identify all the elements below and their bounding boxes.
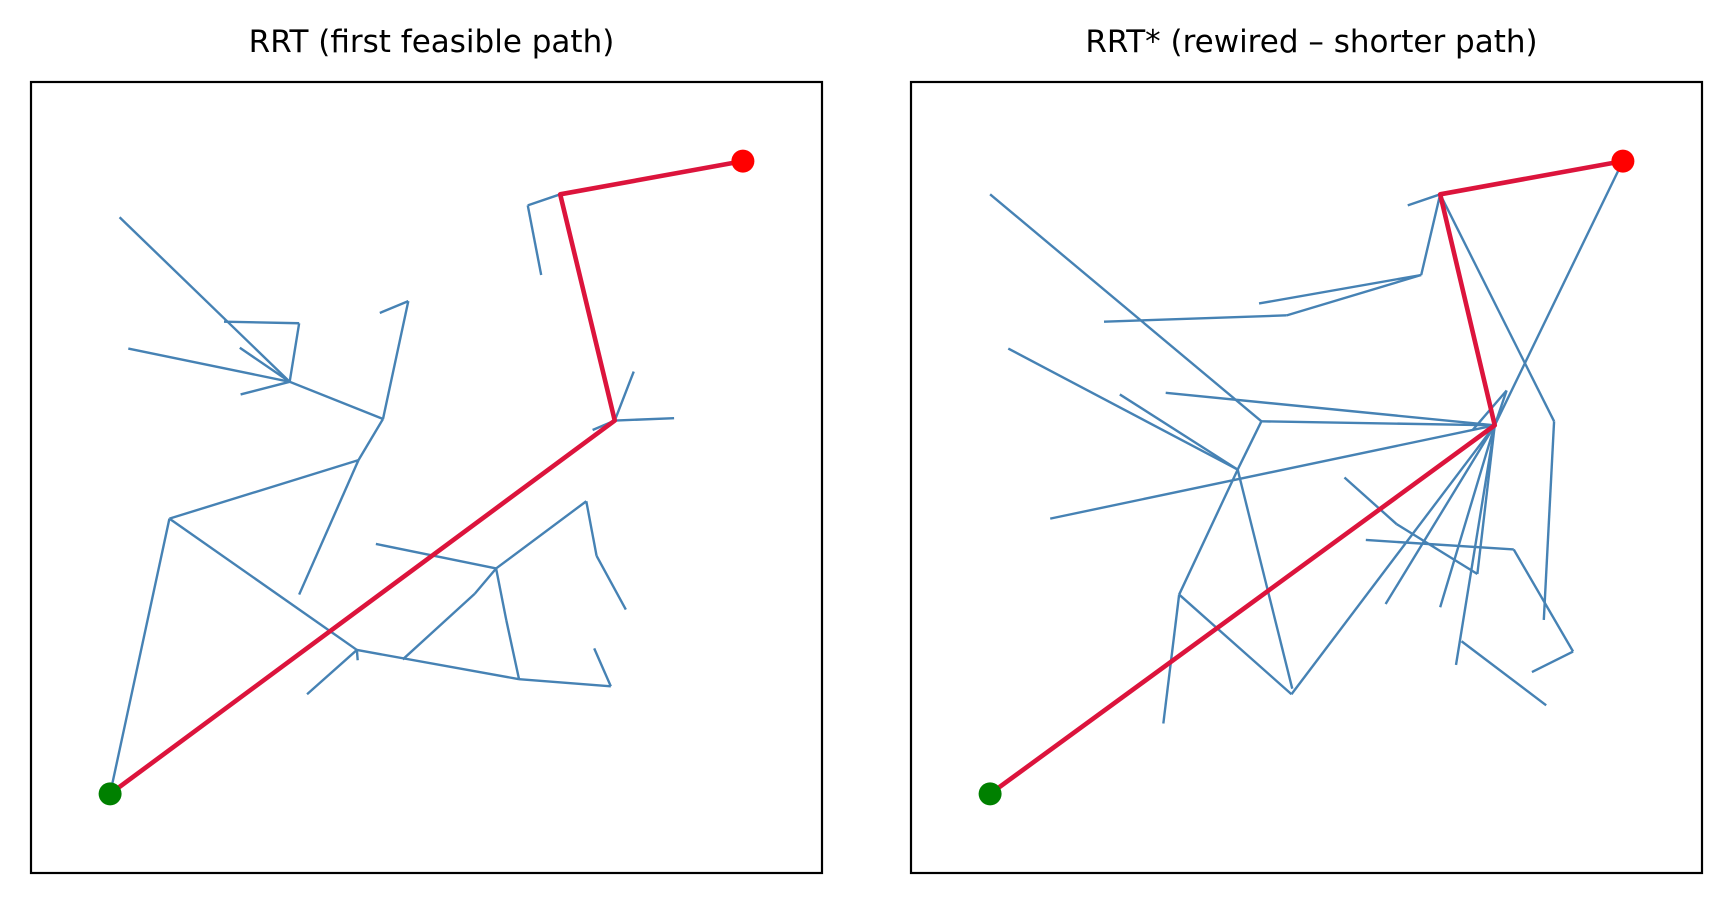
tree-edge <box>473 567 498 595</box>
rrt-panel: RRT (first feasible path) <box>29 24 824 875</box>
tree-edge <box>1454 425 1496 666</box>
plot-frame <box>909 80 1704 875</box>
tree-edge <box>518 678 611 688</box>
tree-edge <box>239 346 291 383</box>
tree-edge <box>1236 469 1294 689</box>
tree-edge <box>1286 273 1422 317</box>
tree-edge <box>494 568 508 621</box>
tree-edge <box>1178 593 1293 696</box>
tree-edge <box>1512 548 1575 653</box>
start-marker <box>98 782 122 806</box>
tree-edge <box>356 648 520 681</box>
tree-edge <box>1007 347 1239 471</box>
tree-edge <box>240 380 290 396</box>
tree-edge <box>1396 523 1478 576</box>
tree-edge <box>593 647 612 687</box>
tree-edge <box>1365 538 1514 551</box>
tree-edge <box>108 518 171 795</box>
tree-edge <box>527 193 561 207</box>
rrt-star-plot <box>909 80 1704 875</box>
tree-edge <box>1493 160 1624 426</box>
tree-edge <box>1460 640 1547 707</box>
rrt-star-panel-title: RRT* (rewired – shorter path) <box>1085 24 1538 60</box>
tree-edge <box>298 459 360 596</box>
tree-edge <box>118 216 291 383</box>
tree-edge <box>289 380 384 421</box>
goal-marker <box>1611 149 1635 173</box>
tree-edge <box>223 320 300 325</box>
tree-edge <box>379 299 409 315</box>
tree-edge <box>168 517 358 651</box>
tree-edge <box>1178 469 1239 596</box>
tree-edge <box>1258 273 1422 305</box>
tree-edge <box>1119 393 1239 471</box>
tree-edge <box>1531 650 1574 674</box>
solution-path <box>988 158 1624 796</box>
rrt-plot <box>29 80 824 875</box>
tree-edge <box>1049 424 1496 520</box>
tree-edge <box>306 649 358 696</box>
rrt-star-panel: RRT* (rewired – shorter path) <box>880 0 1726 900</box>
tree-edge <box>614 416 675 422</box>
tree-edge <box>1420 194 1442 276</box>
tree-edge <box>585 501 598 557</box>
tree-edge <box>1261 420 1495 427</box>
tree-edge <box>1439 424 1496 608</box>
tree-edge <box>505 620 521 680</box>
tree-edge <box>989 193 1263 423</box>
tree-edge <box>1165 391 1495 427</box>
tree-edge <box>1542 421 1556 620</box>
tree-edge <box>526 205 543 276</box>
tree-edge <box>1103 314 1287 323</box>
rrt-panel-title: RRT (first feasible path) <box>248 24 615 60</box>
tree-edge <box>381 300 410 420</box>
goal-marker <box>731 149 755 173</box>
tree-edge <box>375 542 497 570</box>
solution-path <box>108 158 744 796</box>
tree-edge <box>401 592 476 661</box>
tree-edge <box>1439 193 1556 422</box>
start-marker <box>978 782 1002 806</box>
tree-edge <box>288 323 301 382</box>
tree-edge <box>613 371 635 421</box>
tree-edge <box>357 418 385 461</box>
tree-edge <box>355 649 359 661</box>
tree-edge <box>1236 420 1263 471</box>
plot-frame <box>29 80 824 875</box>
tree-edge <box>1343 476 1398 526</box>
tree-edge <box>595 555 627 611</box>
tree-edge <box>1384 424 1496 605</box>
tree-edge <box>1290 424 1496 695</box>
tree-edge <box>169 458 359 520</box>
tree-edge <box>128 347 290 383</box>
tree-edge <box>1407 193 1441 207</box>
tree-edge <box>495 500 587 570</box>
